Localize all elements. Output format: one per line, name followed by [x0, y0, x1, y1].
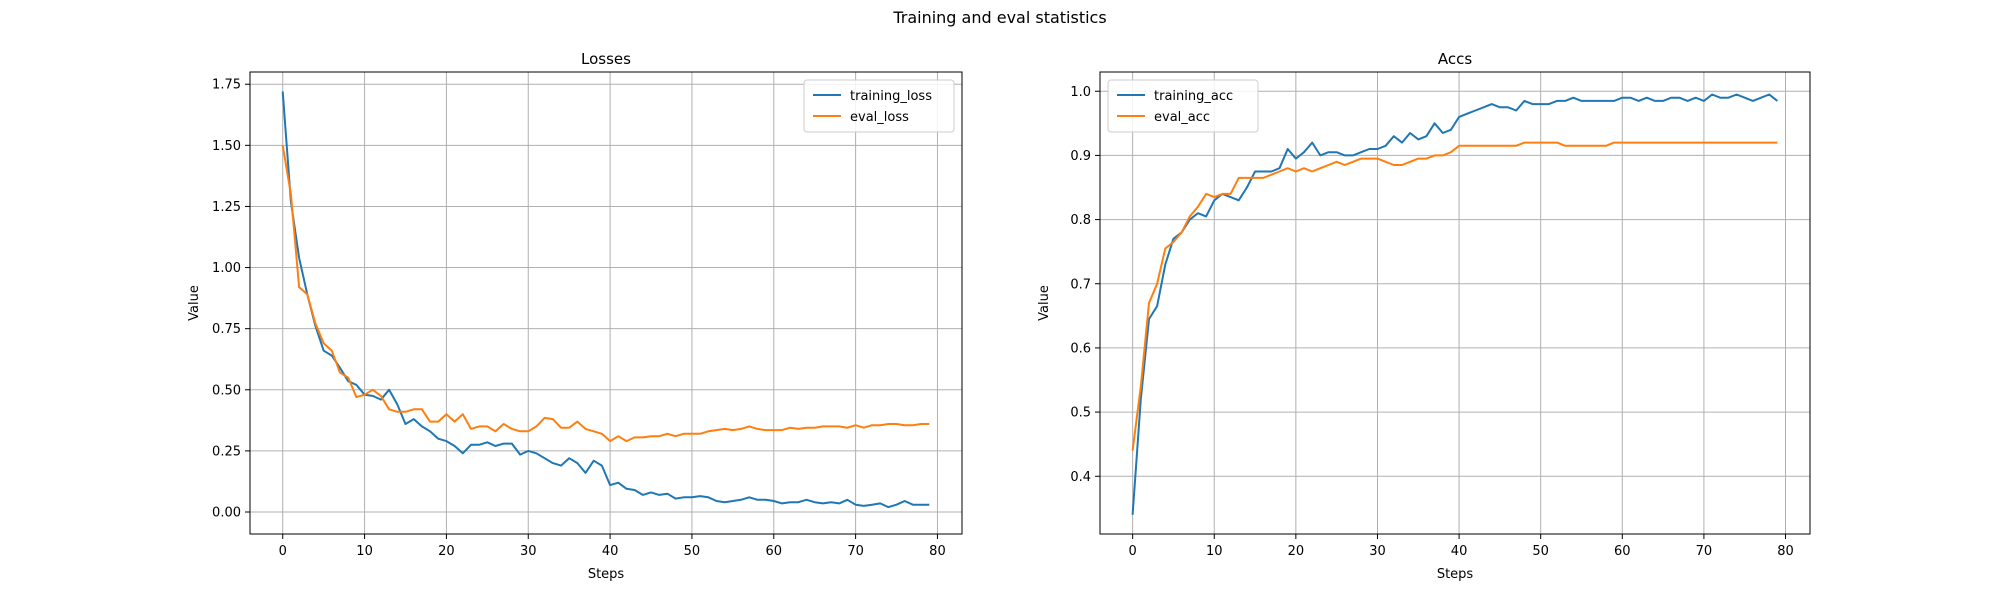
accs-y-tick-label: 0.6 — [1070, 341, 1091, 356]
losses-legend-box — [803, 79, 955, 133]
accs-y-tick-label: 0.9 — [1070, 149, 1091, 164]
accs-x-tick-label: 80 — [1777, 544, 1794, 559]
losses-y-tick-label: 0.75 — [212, 322, 241, 337]
losses-legend-label-training_loss: training_loss — [850, 89, 932, 104]
losses-x-tick-label: 0 — [279, 544, 287, 559]
losses-series-eval_loss — [281, 145, 930, 443]
losses-y-tick-label: 0.50 — [212, 383, 241, 398]
accs-x-tick-label: 70 — [1696, 544, 1713, 559]
accs-y-axis-label: Value — [1037, 285, 1052, 321]
losses-x-axis-label: Steps — [588, 567, 625, 582]
accs-y-tick-label: 1.0 — [1070, 85, 1091, 100]
losses-x-tick-label: 60 — [765, 544, 782, 559]
accs-series-eval_acc — [1131, 141, 1778, 451]
accs-y-tick-label: 0.4 — [1070, 470, 1091, 485]
losses-x-tick-label: 20 — [438, 544, 455, 559]
accs-x-tick-label: 40 — [1451, 544, 1468, 559]
accs-x-tick-label: 10 — [1206, 544, 1223, 559]
accs-chart: 0 10 20 30 40 50 60 70 80 0.4 0.5 0.6 0.7 0.8 0.9 1.0 Ac… — [1037, 50, 1811, 582]
accs-x-tick-label: 50 — [1532, 544, 1549, 559]
accs-y-tick-label: 0.7 — [1070, 277, 1091, 292]
losses-series-training_loss — [281, 91, 930, 509]
accs-axes-frame — [1099, 71, 1811, 535]
losses-x-tick-label: 40 — [602, 544, 619, 559]
accs-x-tick-label: 30 — [1369, 544, 1386, 559]
accs-x-tick-label: 60 — [1614, 544, 1631, 559]
accs-x-tick-label: 20 — [1288, 544, 1305, 559]
losses-title: Losses — [581, 50, 631, 68]
losses-chart: 0 10 20 30 40 50 60 70 80 0.00 0.25 0.50 0.75 1.00 1.2… — [187, 50, 963, 582]
losses-x-tick-label: 80 — [929, 544, 946, 559]
losses-y-tick-label: 1.00 — [212, 261, 241, 276]
accs-y-tick-label: 0.5 — [1070, 406, 1091, 421]
losses-legend: training_loss eval_loss — [803, 79, 955, 133]
losses-y-tick-label: 1.25 — [212, 200, 241, 215]
losses-x-tick-label: 10 — [356, 544, 373, 559]
losses-legend-label-eval_loss: eval_loss — [850, 110, 909, 125]
losses-y-tick-label: 1.75 — [212, 78, 241, 93]
accs-legend: training_acc eval_acc — [1107, 79, 1259, 133]
losses-x-tick-label: 30 — [520, 544, 537, 559]
accs-legend-label-eval_acc: eval_acc — [1154, 110, 1210, 125]
accs-legend-box — [1107, 79, 1259, 133]
accs-x-axis-label: Steps — [1437, 567, 1474, 582]
accs-series-training_acc — [1131, 93, 1779, 515]
accs-legend-label-training_acc: training_acc — [1154, 89, 1233, 104]
accs-title: Accs — [1438, 50, 1472, 68]
losses-x-tick-label: 70 — [847, 544, 864, 559]
losses-axes-frame — [249, 71, 963, 535]
figure-title: Training and eval statistics — [893, 8, 1107, 27]
accs-y-tick-label: 0.8 — [1070, 213, 1091, 228]
losses-y-tick-label: 0.25 — [212, 444, 241, 459]
losses-y-tick-label: 0.00 — [212, 506, 241, 521]
losses-y-tick-label: 1.50 — [212, 139, 241, 154]
accs-x-tick-label: 0 — [1129, 544, 1137, 559]
losses-x-tick-label: 50 — [684, 544, 701, 559]
losses-y-axis-label: Value — [187, 285, 202, 321]
